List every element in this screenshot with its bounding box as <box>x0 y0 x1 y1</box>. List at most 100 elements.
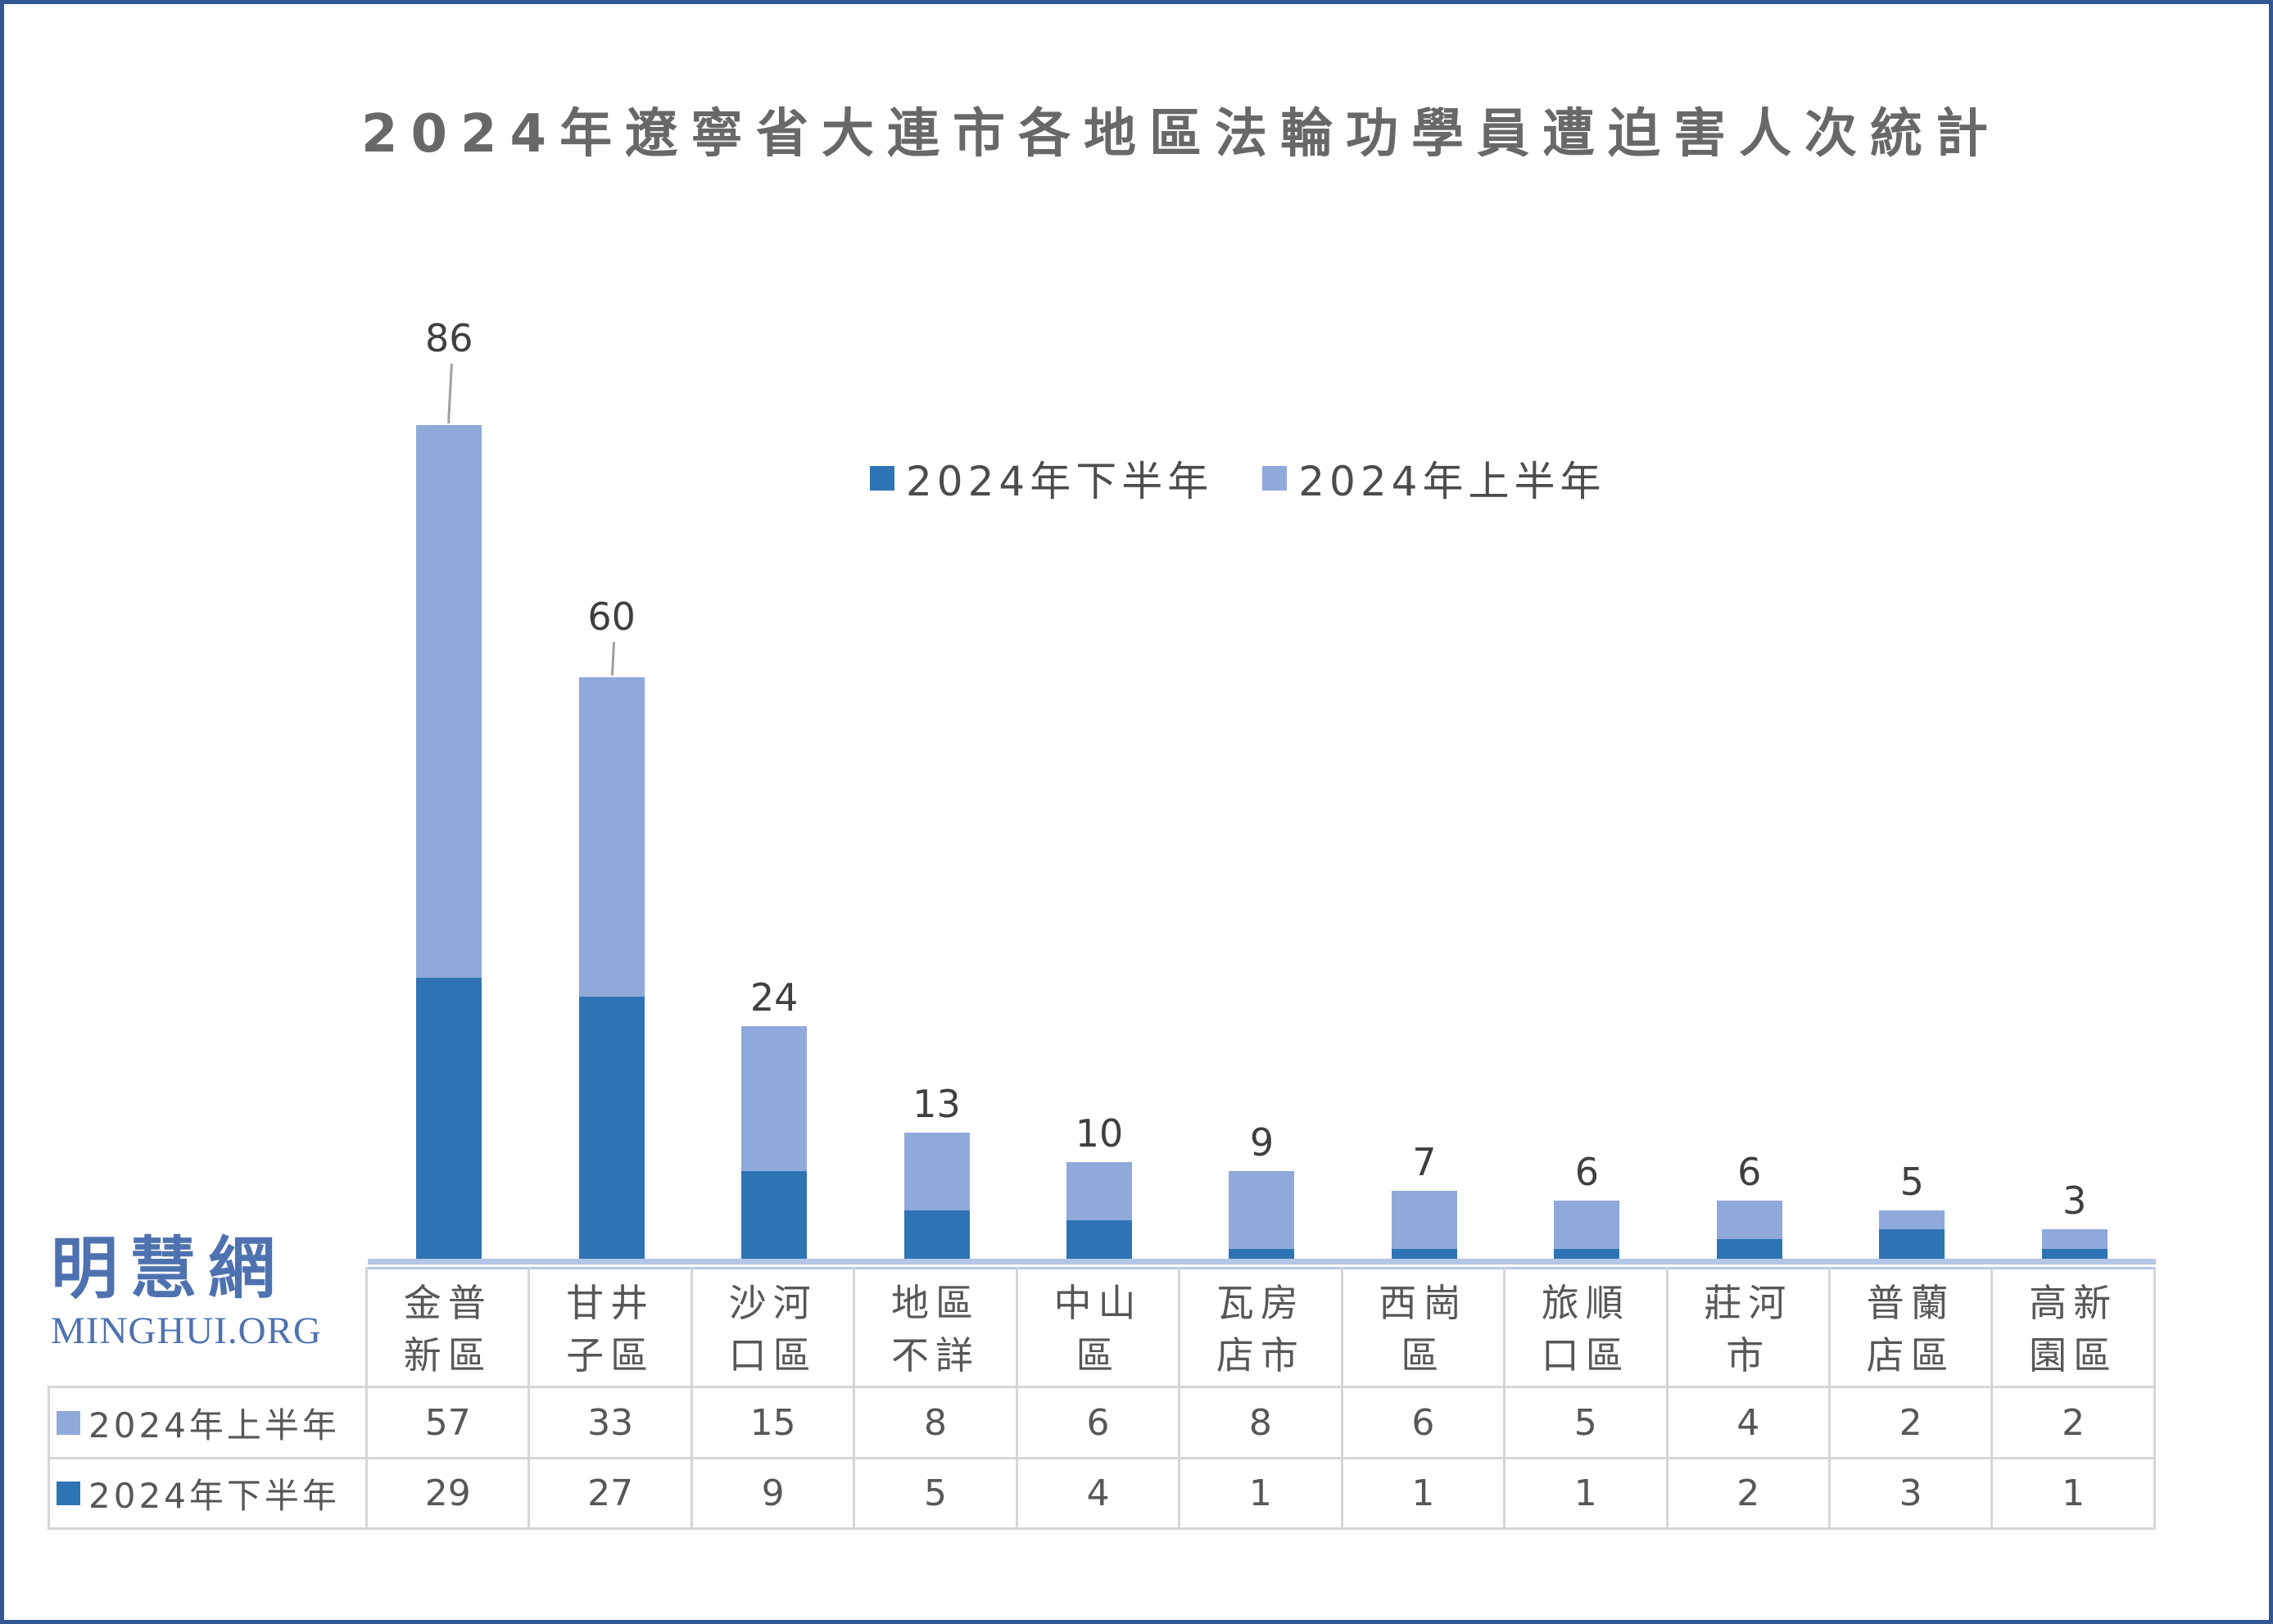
legend-swatch-second-half <box>870 466 894 491</box>
bar-segment-second-half-5 <box>1229 1249 1295 1259</box>
table-cell-r1-c8: 2 <box>1668 1459 1831 1530</box>
table-category-header-line: 甘井 <box>566 1281 655 1325</box>
table-cell-r0-c4: 6 <box>1017 1388 1181 1459</box>
table-cell-r0-c1: 33 <box>530 1388 693 1459</box>
bar-segment-first-half-6 <box>1391 1191 1457 1250</box>
bar-total-label-4: 10 <box>1075 1111 1124 1156</box>
table-category-header-line: 新區 <box>403 1333 492 1377</box>
bar-segment-first-half-3 <box>903 1133 970 1210</box>
table-cell-r0-c9: 2 <box>1830 1388 1994 1459</box>
legend-swatch-first-half <box>1262 466 1288 491</box>
table-cell-r1-c7: 1 <box>1506 1459 1669 1530</box>
table-category-header-line: 區 <box>1075 1333 1121 1377</box>
table-cell-r1-c6: 1 <box>1343 1459 1506 1530</box>
bar-segment-first-half-0 <box>416 424 482 978</box>
table-category-header-0: 金普 新區 <box>368 1267 531 1388</box>
table-category-header-6: 西崗區 <box>1343 1267 1506 1388</box>
bar-label-leader-line-1 <box>610 641 615 676</box>
table-cell-r1-c5: 1 <box>1180 1459 1343 1530</box>
bar-total-label-1: 60 <box>587 595 636 639</box>
bar-segment-second-half-2 <box>741 1171 808 1259</box>
table-category-header-line: 市 <box>1726 1333 1771 1377</box>
bar-segment-second-half-9 <box>1879 1229 1945 1259</box>
legend-label-first-half: 2024年上半年 <box>1298 458 1606 505</box>
bar-segment-second-half-3 <box>903 1210 970 1259</box>
table-category-header-8: 莊河市 <box>1668 1267 1831 1388</box>
table-category-header-1: 甘井 子區 <box>530 1267 693 1388</box>
bar-segment-second-half-7 <box>1554 1249 1620 1259</box>
bar-segment-first-half-10 <box>2041 1229 2108 1250</box>
table-category-header-4: 中山區 <box>1017 1267 1181 1388</box>
table-category-header-line: 店區 <box>1866 1333 1955 1377</box>
bar-segment-second-half-4 <box>1066 1219 1133 1259</box>
minghui-logo-cjk: 明慧網 <box>51 1230 288 1308</box>
table-category-header-line: 高新 <box>2029 1281 2118 1325</box>
chart-title: 2024年遼寧省大連市各地區法輪功學員遭迫害人次統計 <box>360 104 2002 165</box>
bar-total-label-3: 13 <box>912 1082 961 1127</box>
bar-segment-first-half-9 <box>1879 1210 1945 1230</box>
table-cell-r0-c3: 8 <box>855 1388 1018 1459</box>
bar-segment-first-half-1 <box>578 676 645 997</box>
table-row-header-0: 2024年上半年 <box>48 1388 368 1459</box>
table-category-header-line: 店市 <box>1216 1333 1305 1377</box>
table-category-header-10: 高新 園區 <box>1993 1267 2156 1388</box>
table-cell-r1-c0: 29 <box>368 1459 531 1530</box>
table-category-header-7: 旅順 口區 <box>1506 1267 1669 1388</box>
table-category-header-line: 瓦房 <box>1216 1281 1305 1325</box>
table-cell-r0-c8: 4 <box>1668 1388 1831 1459</box>
table-row-header-label-0: 2024年上半年 <box>88 1405 340 1445</box>
table-corner-cell <box>48 1267 368 1388</box>
table-category-header-line: 口區 <box>1541 1333 1630 1377</box>
bar-segment-first-half-4 <box>1066 1161 1133 1220</box>
bar-total-label-8: 6 <box>1737 1149 1762 1194</box>
table-cell-r0-c10: 2 <box>1993 1388 2156 1459</box>
table-category-header-line: 園區 <box>2029 1333 2118 1377</box>
table-category-header-3: 地區 不詳 <box>855 1267 1018 1388</box>
bar-total-label-5: 9 <box>1249 1120 1275 1165</box>
bar-segment-second-half-1 <box>578 997 645 1259</box>
table-cell-r1-c1: 27 <box>530 1459 693 1530</box>
table-row-header-1: 2024年下半年 <box>48 1459 368 1530</box>
x-axis-line <box>368 1259 2156 1264</box>
table-category-header-line: 沙河 <box>728 1281 817 1325</box>
legend-item-first-half: 2024年上半年 <box>1262 449 1605 508</box>
table-category-header-line: 不詳 <box>891 1333 980 1377</box>
table-row-swatch-1 <box>57 1482 80 1505</box>
bar-total-label-10: 3 <box>2062 1178 2087 1224</box>
bar-segment-first-half-8 <box>1716 1200 1782 1240</box>
table-row-swatch-0 <box>57 1410 80 1435</box>
bar-segment-first-half-2 <box>741 1025 808 1172</box>
chart-legend: 2024年下半年 2024年上半年 <box>870 449 1606 508</box>
bar-segment-second-half-0 <box>416 977 482 1259</box>
bar-total-label-7: 6 <box>1574 1149 1600 1194</box>
table-cell-r1-c3: 5 <box>855 1459 1018 1530</box>
legend-item-second-half: 2024年下半年 <box>870 449 1213 508</box>
legend-label-second-half: 2024年下半年 <box>906 458 1214 505</box>
bar-segment-first-half-5 <box>1229 1171 1295 1250</box>
table-cell-r1-c9: 3 <box>1830 1459 1994 1530</box>
bar-segment-second-half-8 <box>1716 1239 1782 1259</box>
minghui-logo-latin: MINGHUI.ORG <box>51 1310 322 1352</box>
table-category-header-line: 金普 <box>403 1281 492 1325</box>
minghui-logo: 明慧網 MINGHUI.ORG <box>51 1233 322 1353</box>
table-category-header-line: 普蘭 <box>1866 1281 1955 1325</box>
bar-total-label-9: 5 <box>1899 1159 1924 1204</box>
bar-total-label-6: 7 <box>1412 1140 1437 1185</box>
table-category-header-line: 西崗 <box>1379 1281 1468 1325</box>
bar-segment-first-half-7 <box>1554 1200 1620 1250</box>
bar-segment-second-half-6 <box>1391 1249 1457 1259</box>
table-category-header-line: 子區 <box>566 1333 655 1377</box>
table-category-header-2: 沙河 口區 <box>692 1267 856 1388</box>
table-category-header-5: 瓦房 店市 <box>1180 1267 1343 1388</box>
table-cell-r0-c7: 5 <box>1506 1388 1669 1459</box>
table-cell-r0-c6: 6 <box>1343 1388 1506 1459</box>
table-category-header-line: 區 <box>1401 1333 1446 1377</box>
table-cell-r0-c2: 15 <box>692 1388 856 1459</box>
table-category-header-line: 中山 <box>1053 1281 1143 1325</box>
table-category-header-line: 莊河 <box>1704 1281 1793 1325</box>
table-category-header-9: 普蘭 店區 <box>1830 1267 1994 1388</box>
table-cell-r1-c4: 4 <box>1017 1459 1181 1530</box>
bar-total-label-0: 86 <box>424 316 473 360</box>
